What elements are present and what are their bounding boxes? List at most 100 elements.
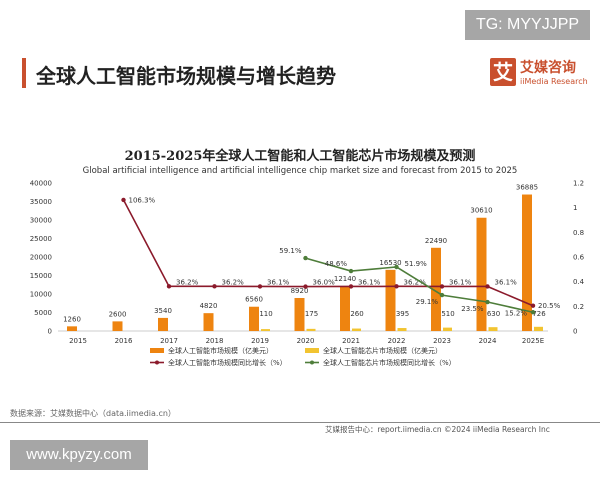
x-tick-label: 2024 <box>479 337 497 345</box>
bar-ai-market <box>431 247 441 331</box>
legend-label: 全球人工智能市场规模（亿美元） <box>168 346 273 355</box>
label-ai-growth: 36.2% <box>222 278 245 286</box>
y2-tick-label: 0.8 <box>573 229 584 237</box>
bar-ai-chip <box>443 327 452 331</box>
x-tick-label: 2019 <box>251 337 269 345</box>
legend-label: 全球人工智能芯片市场规模（亿美元） <box>323 346 442 355</box>
y2-tick-label: 1 <box>573 204 577 212</box>
point-ai-growth <box>530 303 536 308</box>
point-ai-growth <box>121 197 126 203</box>
chart-title: 2015-2025年全球人工智能和人工智能芯片市场规模及预测 <box>124 149 476 164</box>
point-chip-growth <box>485 299 490 305</box>
legend-marker <box>155 360 159 365</box>
bar-label-ai-market: 12140 <box>334 275 356 283</box>
point-ai-growth <box>439 284 445 289</box>
label-chip-growth: 48.6% <box>325 260 348 268</box>
bar-label-ai-chip: 175 <box>305 310 318 318</box>
bar-label-ai-market: 22490 <box>425 237 447 245</box>
bar-ai-market <box>385 269 396 331</box>
bar-label-ai-chip: 510 <box>441 310 454 318</box>
logo-cn: 艾媒咨询 <box>520 60 576 76</box>
label-ai-growth: 36.2% <box>404 278 427 286</box>
chart: 0 5000 10000 15000 20000 25000 30000 35000 40000… <box>30 180 585 368</box>
x-tick-label: 2025E <box>522 337 544 345</box>
data-source: 数据来源：艾媒数据中心（data.iimedia.cn） <box>10 409 176 418</box>
divider <box>0 422 600 423</box>
label-chip-growth: 51.9% <box>405 260 428 268</box>
point-chip-growth <box>303 255 308 261</box>
line-chip-growth <box>305 257 534 314</box>
bar-ai-chip <box>261 329 270 331</box>
bar-label-ai-chip: 110 <box>259 310 272 318</box>
bar-label-ai-market: 8920 <box>291 287 309 295</box>
bar-label-ai-market: 6560 <box>245 296 263 304</box>
y-tick-label: 40000 <box>30 180 52 188</box>
bar-ai-chip <box>397 328 407 331</box>
bar-label-ai-chip: 395 <box>396 310 409 318</box>
point-ai-growth <box>166 284 172 289</box>
legend-marker <box>310 360 314 365</box>
x-tick-label: 2018 <box>206 337 224 345</box>
page-title: 全球人工智能市场规模与增长趋势 <box>36 64 336 88</box>
bar-label-ai-market: 16530 <box>379 259 401 267</box>
x-tick-label: 2021 <box>342 337 360 345</box>
legend-label: 全球人工智能芯片市场规模同比增长（%） <box>323 358 456 367</box>
logo-mark: 艾 <box>490 58 516 86</box>
point-chip-growth <box>394 264 399 270</box>
legend-label: 全球人工智能市场规模同比增长（%） <box>168 358 287 367</box>
point-ai-growth <box>303 284 308 289</box>
label-ai-growth: 36.2% <box>176 278 199 286</box>
bar-ai-market <box>203 313 214 331</box>
point-ai-growth <box>257 284 263 289</box>
title-accent-bar <box>22 58 26 88</box>
bar-label-ai-market: 36885 <box>516 184 538 192</box>
label-chip-growth: 15.2% <box>505 309 528 317</box>
y-tick-label: 15000 <box>30 272 52 280</box>
bar-label-ai-chip: 630 <box>487 310 500 318</box>
bar-label-ai-market: 30610 <box>470 207 492 215</box>
bar-ai-market <box>340 286 350 331</box>
label-chip-growth: 59.1% <box>279 247 302 255</box>
bar-ai-chip <box>488 327 498 331</box>
y-tick-label: 20000 <box>30 254 52 262</box>
point-ai-growth <box>485 284 490 289</box>
label-chip-growth: 29.1% <box>416 298 439 306</box>
x-tick-label: 2015 <box>69 337 87 345</box>
point-ai-growth <box>212 284 217 289</box>
y2-tick-label: 0.2 <box>573 303 584 311</box>
y2-tick-label: 1.2 <box>573 180 584 188</box>
bar-label-ai-market: 3540 <box>154 307 172 315</box>
point-chip-growth <box>439 292 445 298</box>
logo-en: iiMedia Research <box>520 77 588 86</box>
bar-label-ai-market: 1260 <box>63 315 81 323</box>
bar-label-ai-chip: 260 <box>350 310 363 318</box>
y-tick-label: 25000 <box>30 235 52 243</box>
bar-ai-chip <box>534 326 543 331</box>
watermark-top: TG: MYYJJPP <box>465 10 590 40</box>
x-tick-label: 2020 <box>297 337 315 345</box>
bar-label-ai-chip: 726 <box>532 310 546 318</box>
x-tick-label: 2022 <box>388 337 406 345</box>
bar-ai-market <box>67 326 77 331</box>
bar-label-ai-market: 2600 <box>109 310 127 318</box>
legend-swatch <box>305 348 319 353</box>
chart-subtitle: Global artificial intelligence and artif… <box>82 166 518 176</box>
label-ai-growth: 106.3% <box>129 196 156 204</box>
bar-ai-market <box>294 297 305 331</box>
point-chip-growth <box>530 310 536 315</box>
y-tick-label: 35000 <box>30 198 52 206</box>
label-ai-growth: 36.1% <box>495 278 518 286</box>
y-tick-label: 5000 <box>34 309 52 317</box>
bar-ai-market <box>249 306 259 331</box>
point-ai-growth <box>394 284 399 289</box>
x-tick-label: 2016 <box>115 337 133 345</box>
label-chip-growth: 23.5% <box>461 305 484 313</box>
y-tick-label: 10000 <box>30 291 52 299</box>
bar-ai-chip <box>352 328 361 331</box>
legend-swatch <box>150 348 164 353</box>
label-ai-growth: 36.1% <box>267 278 290 286</box>
label-ai-growth: 36.1% <box>358 278 381 286</box>
label-ai-growth: 36.1% <box>449 278 472 286</box>
y-tick-label: 30000 <box>30 217 52 225</box>
x-tick-label: 2017 <box>160 337 178 345</box>
